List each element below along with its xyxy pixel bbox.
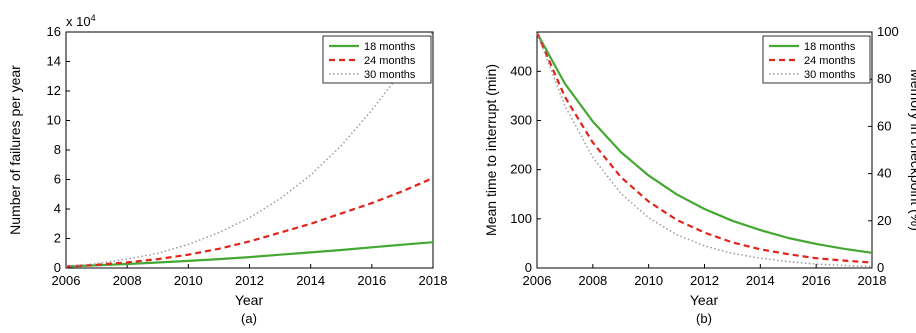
y-tick-label: 10 [47, 113, 61, 128]
x-tick-label: 2010 [174, 273, 203, 288]
x-tick-label: 2008 [113, 273, 142, 288]
y-tick-label: 14 [47, 54, 61, 69]
legend-label: 24 months [804, 55, 856, 67]
x-tick-label: 2014 [746, 273, 775, 288]
x-tick-label: 2012 [690, 273, 719, 288]
x-axis-label-a: Year [235, 292, 264, 308]
series-b [535, 32, 873, 268]
x-tick-label: 2008 [578, 273, 607, 288]
series-a [65, 31, 434, 268]
y-tick-label: 200 [510, 162, 532, 177]
y-tick-label: 8 [54, 142, 61, 157]
y-tick-label: 6 [54, 172, 61, 187]
x-tick-label: 2006 [523, 273, 552, 288]
series-line-dotted [536, 32, 873, 268]
legend-label: 18 months [364, 41, 416, 53]
y-tick-label: 2 [54, 231, 61, 246]
x-tick-label: 2018 [419, 273, 448, 288]
legend-label: 18 months [804, 41, 856, 53]
y-multiplier-a: x 104 [66, 13, 96, 29]
legend-label: 30 months [804, 69, 856, 81]
y-tick-label: 0 [54, 260, 61, 275]
legend-label: 24 months [364, 55, 416, 67]
y-right-tick-label: 40 [877, 166, 891, 181]
x-axis-label-b: Year [690, 292, 719, 308]
y-tick-label: 100 [510, 211, 532, 226]
series-line-dashed [535, 32, 873, 264]
panel-label-b: (b) [696, 311, 712, 326]
x-tick-label: 2006 [52, 273, 81, 288]
y-axis-label-right-b: Memory in checkpoint (%) [908, 69, 916, 231]
series-line-dashed [65, 176, 434, 268]
legend-a: 18 months 24 months 30 months [322, 35, 432, 84]
y-tick-label: 12 [47, 83, 61, 98]
legend-label: 30 months [364, 69, 416, 81]
x-tick-label: 2012 [235, 273, 264, 288]
xticks-a: 2006 2008 2010 2012 2014 2016 2018 [52, 264, 448, 288]
y-tick-label: 4 [54, 201, 61, 216]
y-tick-label: 400 [510, 63, 532, 78]
y-axis-label-a: Number of failures per year [7, 65, 23, 235]
panel-label-a: (a) [241, 311, 257, 326]
xticks-b: 2006 2008 2010 2012 2014 2016 2018 [523, 264, 887, 288]
yticks-b: 0 100 200 300 400 [510, 63, 541, 275]
legend-b: 18 months 24 months 30 months [762, 35, 871, 84]
y-axis-label-b: Mean time to interrupt (min) [483, 64, 499, 236]
y-right-tick-label: 60 [877, 118, 891, 133]
y-tick-label: 0 [525, 260, 532, 275]
yticks-right-b: 0 20 40 60 80 100 [868, 24, 899, 275]
x-tick-label: 2016 [357, 273, 386, 288]
y-right-tick-label: 80 [877, 71, 891, 86]
x-tick-label: 2014 [296, 273, 325, 288]
y-tick-label: 16 [47, 24, 61, 39]
yticks-a: 0 2 4 6 8 10 12 14 16 [47, 24, 70, 275]
series-line-solid [65, 241, 434, 268]
y-right-tick-label: 20 [877, 213, 891, 228]
x-tick-label: 2010 [634, 273, 663, 288]
y-tick-label: 300 [510, 113, 532, 128]
y-right-tick-label: 100 [877, 24, 899, 39]
y-right-tick-label: 0 [877, 260, 884, 275]
x-tick-label: 2018 [858, 273, 887, 288]
series-line-solid [536, 32, 873, 254]
x-tick-label: 2016 [802, 273, 831, 288]
